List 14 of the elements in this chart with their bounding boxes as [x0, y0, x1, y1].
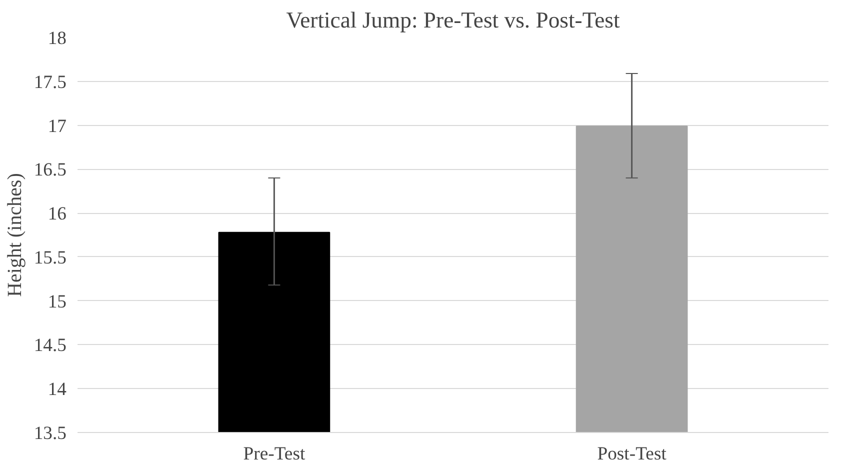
x-tick-label: Pre-Test: [243, 444, 306, 464]
y-tick-label: 14.5: [34, 335, 67, 356]
y-tick-label: 15: [48, 291, 66, 312]
x-tick-label: Post-Test: [597, 444, 668, 464]
chart-title: Vertical Jump: Pre-Test vs. Post-Test: [286, 8, 620, 32]
y-tick-label: 18: [48, 28, 66, 49]
y-tick-label: 16: [48, 204, 66, 225]
y-tick-label: 14: [48, 379, 68, 400]
y-tick-label: 17: [48, 116, 66, 137]
y-tick-label: 13.5: [34, 423, 67, 444]
y-tick-label: 17.5: [34, 72, 67, 93]
y-axis-title: Height (inches): [4, 173, 26, 297]
y-tick-label: 16.5: [34, 160, 67, 181]
y-tick-label: 15.5: [34, 247, 67, 268]
